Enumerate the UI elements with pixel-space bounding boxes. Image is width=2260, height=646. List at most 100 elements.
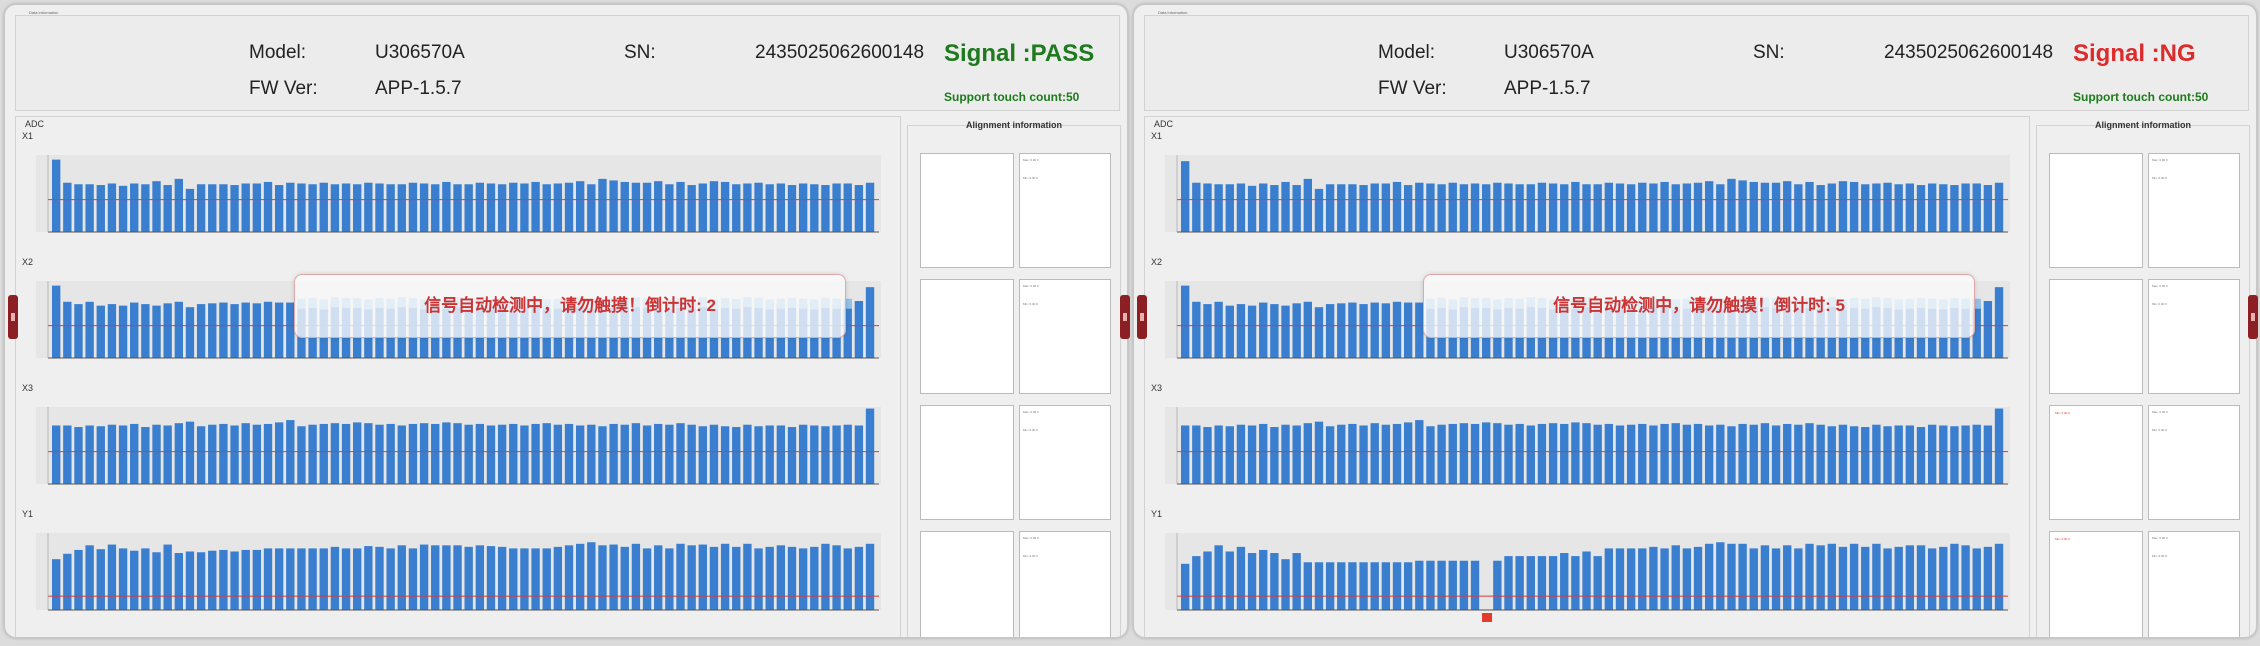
bar [330,423,340,484]
bar [208,424,217,484]
bar [74,549,83,610]
bar [1426,426,1435,484]
bar [330,546,340,610]
bar [85,425,94,484]
bar [219,549,228,610]
bar [63,301,72,358]
bar [865,408,875,484]
bar [219,184,228,232]
alignment-stats: Max: 0.00 0 Min: 0.00 0 [1019,531,1111,637]
bar [1972,548,1981,610]
bar [1660,423,1669,484]
left-edge-handle[interactable] [8,295,18,339]
window-title: Data information [29,10,59,15]
bar [1604,182,1614,232]
bar [1325,426,1335,484]
bar [620,546,629,610]
bar [118,305,128,358]
bar [497,184,507,232]
bar [854,546,864,610]
bar [274,302,284,358]
bar [107,304,117,358]
bar [163,303,172,358]
bar [107,183,117,232]
alignment-stats: Max: 0.00 0 Min: 0.00 0 [2148,405,2240,520]
panel-collapse-handle[interactable] [1120,295,1130,339]
bar [1961,183,1970,232]
alignment-stats: Max: 0.00 0 Min: 0.00 0 [2148,153,2240,268]
bar [843,548,852,610]
bar [464,546,473,610]
bar [564,545,574,610]
sn-label: SN: [1753,42,1785,63]
bar [1560,184,1569,232]
bar [464,424,473,484]
bar [475,545,485,610]
bar [1916,427,1926,484]
panel-expand-handle[interactable] [1137,295,1147,339]
bar [520,183,529,232]
bar [208,184,217,232]
right-edge-handle[interactable] [2248,295,2258,339]
bar [1214,301,1223,358]
chart-title: Y1 [22,509,33,519]
bar [1181,285,1190,358]
chart-title: X1 [22,131,33,141]
alignment-stats: Max: 0.00 0 Min: 0.00 0 [1019,405,1111,520]
bar [1716,184,1725,232]
bar [163,425,172,484]
bar [252,183,262,232]
bar [765,425,774,484]
bar [1783,181,1792,232]
alignment-max: Max: 0.00 0 [1023,284,1039,288]
bar [174,178,183,232]
bar [297,548,306,610]
bar [1192,425,1201,484]
bar [107,544,117,610]
bar [1972,424,1981,484]
bar [1783,545,1792,610]
bar [96,549,105,610]
bar [720,543,730,610]
bar [1504,183,1513,232]
bar [208,550,217,610]
alignment-max: Max: 0.00 0 [2152,158,2168,162]
bar [85,301,94,358]
bar [1482,422,1491,484]
bar [353,548,362,610]
bar [1827,543,1836,610]
bar [1236,304,1246,358]
bar [1548,423,1558,484]
bar [74,427,83,484]
bar [642,425,652,484]
bar [776,183,786,232]
alignment-marker: Min: 0.00 0 [2055,411,2070,415]
bar [1337,562,1346,610]
bar [319,548,328,610]
bar [553,183,563,232]
bar [1983,301,1993,358]
bar [1515,184,1524,232]
bar [196,426,206,484]
bar [553,546,563,610]
bar [609,423,618,484]
bar [1515,423,1524,484]
bar [1314,562,1324,610]
chart-title: X3 [1151,383,1162,393]
bar [85,184,94,232]
bar [52,559,61,610]
bar [1415,302,1424,358]
bar [732,427,741,484]
bar [609,544,618,610]
bar [854,425,864,484]
bar [1626,548,1636,610]
bar [1526,425,1535,484]
bar [1604,423,1614,484]
bar [397,425,406,484]
bar [1314,307,1324,358]
bar [1927,183,1937,232]
bar [1236,546,1246,610]
bar [1214,425,1223,484]
bar [1192,182,1201,232]
bar [1961,545,1970,610]
